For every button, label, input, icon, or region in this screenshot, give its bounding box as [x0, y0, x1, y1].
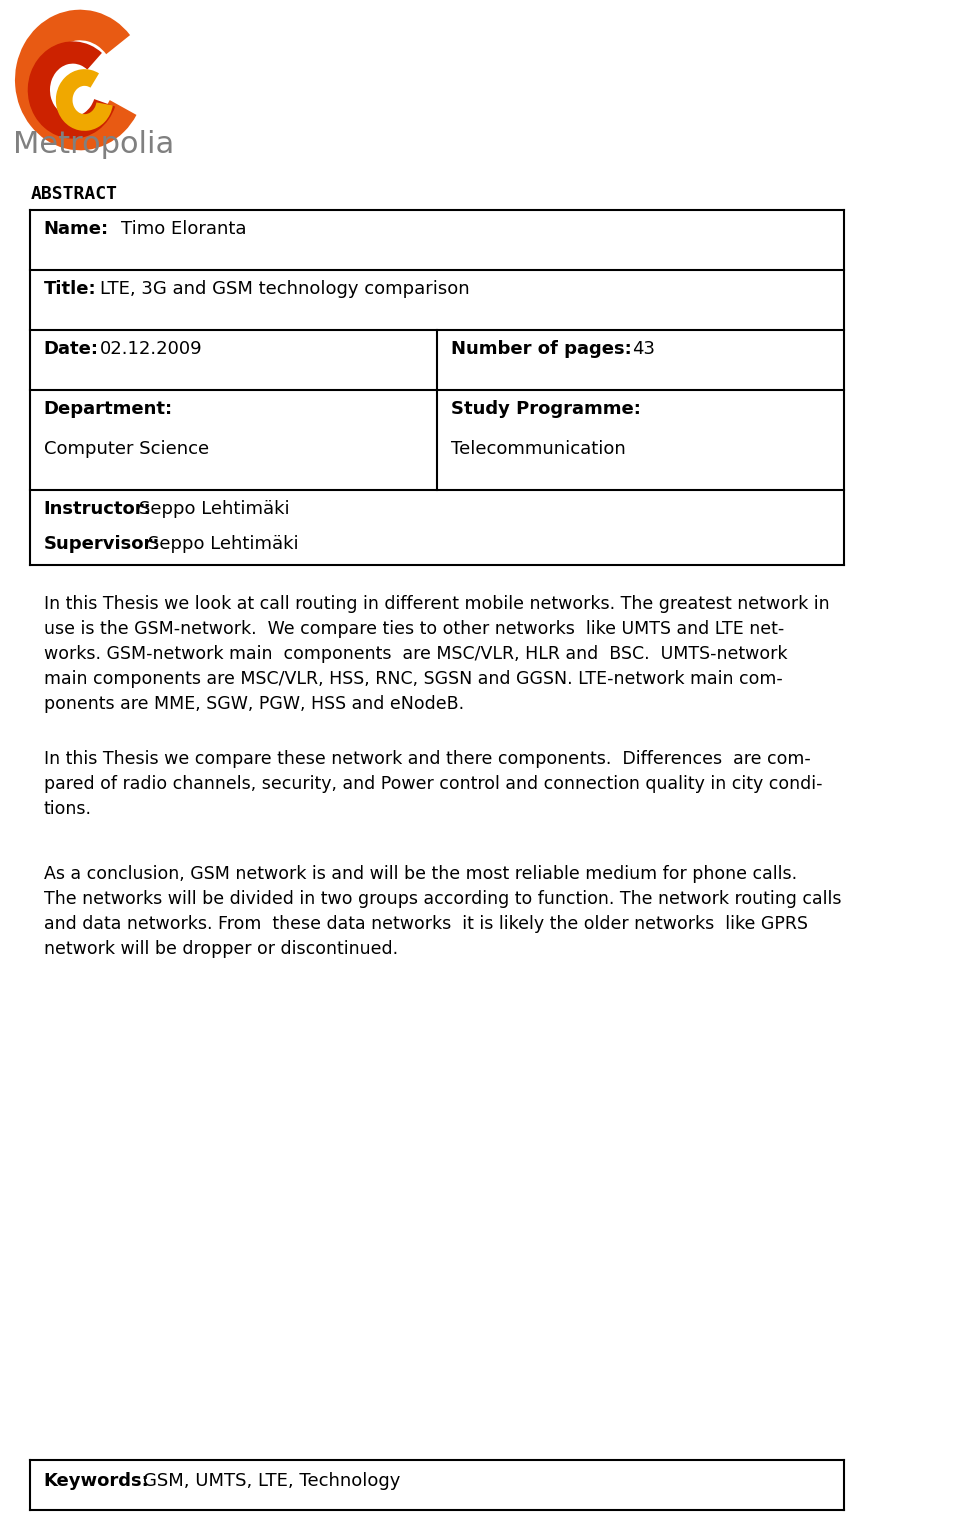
Text: Metropolia: Metropolia	[13, 131, 174, 160]
Text: Title:: Title:	[44, 280, 96, 298]
Text: Seppo Lehtimäki: Seppo Lehtimäki	[148, 535, 299, 553]
Text: Timo Eloranta: Timo Eloranta	[121, 220, 246, 239]
Text: 02.12.2009: 02.12.2009	[100, 340, 203, 359]
Text: Study Programme:: Study Programme:	[451, 400, 641, 418]
Text: Number of pages:: Number of pages:	[451, 340, 632, 359]
Text: Date:: Date:	[44, 340, 99, 359]
Text: 43: 43	[632, 340, 655, 359]
Text: GSM, UMTS, LTE, Technology: GSM, UMTS, LTE, Technology	[143, 1471, 400, 1490]
Text: Name:: Name:	[44, 220, 109, 239]
Text: ABSTRACT: ABSTRACT	[31, 185, 117, 204]
Text: Seppo Lehtimäki: Seppo Lehtimäki	[139, 500, 290, 518]
Text: As a conclusion, GSM network is and will be the most reliable medium for phone c: As a conclusion, GSM network is and will…	[44, 865, 841, 958]
Text: LTE, 3G and GSM technology comparison: LTE, 3G and GSM technology comparison	[100, 280, 469, 298]
Text: Telecommunication: Telecommunication	[451, 439, 626, 458]
Text: Keywords:: Keywords:	[44, 1471, 150, 1490]
Text: Supervisor:: Supervisor:	[44, 535, 160, 553]
Text: In this Thesis we look at call routing in different mobile networks. The greates: In this Thesis we look at call routing i…	[44, 594, 829, 713]
Text: In this Thesis we compare these network and there components.  Differences  are : In this Thesis we compare these network …	[44, 749, 823, 818]
Text: Department:: Department:	[44, 400, 173, 418]
Text: Instructor:: Instructor:	[44, 500, 152, 518]
Text: Computer Science: Computer Science	[44, 439, 209, 458]
